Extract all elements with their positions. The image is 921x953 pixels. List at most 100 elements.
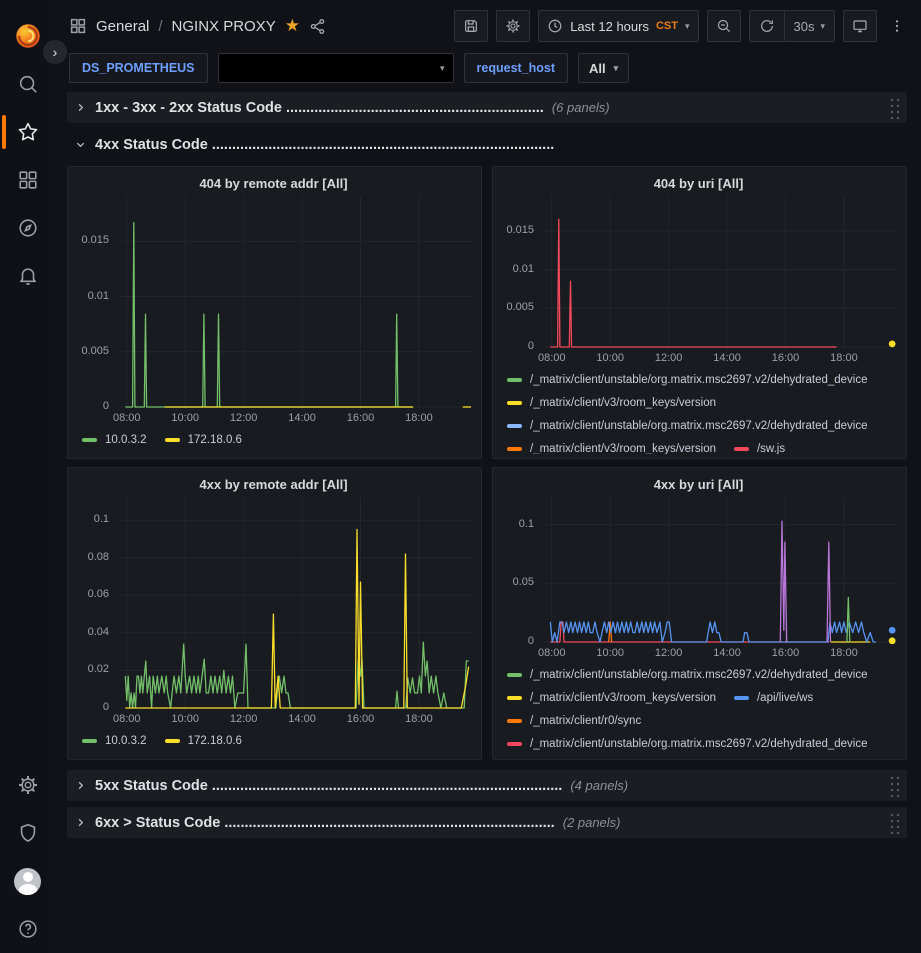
row-title: 6xx > Status Code ......................… (95, 814, 555, 831)
share-icon[interactable] (309, 18, 326, 35)
series-point (888, 626, 896, 634)
legend-item[interactable]: /_matrix/client/v3/room_keys/version (507, 437, 716, 454)
variable-ds-prometheus-select[interactable]: ▾ (217, 53, 454, 83)
row-1xx-3xx-2xx[interactable]: 1xx - 3xx - 2xx Status Code ............… (67, 92, 907, 123)
legend-item[interactable]: /_matrix/client/v3/room_keys/version (507, 391, 716, 414)
row-drag-handle[interactable] (889, 96, 901, 119)
sidebar-item-search[interactable] (0, 60, 55, 108)
dashboard-settings-button[interactable] (496, 10, 531, 42)
panel-4xx-by-remote-addr: 4xx by remote addr [All] 0 0.02 0.04 0.06 0.… (67, 467, 482, 760)
variable-request-host-label[interactable]: request_host (463, 53, 569, 83)
row-drag-handle[interactable] (889, 774, 901, 797)
row-4xx[interactable]: 4xx Status Code ........................… (67, 129, 907, 160)
x-tick-label: 12:00 (229, 713, 258, 725)
y-tick-label: 0.05 (512, 576, 534, 589)
legend-item[interactable]: /_matrix/client/v3/room_keys/version (507, 686, 716, 709)
series-line (826, 541, 832, 643)
main-area: General / NGINX PROXY ★ (55, 0, 921, 953)
legend-item[interactable]: 10.0.3.2 (82, 428, 147, 451)
sidebar-item-profile[interactable] (0, 857, 55, 905)
time-range-picker[interactable]: Last 12 hours CST ▾ (538, 10, 699, 42)
chart-area: 0 0.02 0.04 0.06 0.08 0.1 (74, 497, 473, 713)
row-6xx[interactable]: 6xx > Status Code ......................… (67, 807, 907, 838)
sidebar-item-help[interactable] (0, 905, 55, 953)
grafana-logo-icon (15, 24, 40, 48)
sidebar-item-dashboards[interactable] (0, 156, 55, 204)
legend-item[interactable]: /sw.js (733, 437, 785, 454)
panel-title[interactable]: 404 by uri [All] (653, 176, 744, 191)
legend-item[interactable]: /_matrix/client/unstable/org.matrix.msc2… (507, 732, 868, 755)
chart-area: 0 0.005 0.01 0.015 (499, 196, 898, 352)
legend-label: 10.0.3.2 (105, 433, 147, 446)
sidebar-expand-button[interactable]: › (43, 40, 67, 64)
series-line (124, 641, 469, 709)
x-tick-label: 08:00 (113, 412, 141, 424)
y-axis: 0 0.005 0.01 0.015 (74, 196, 118, 412)
panel-title[interactable]: 4xx by uri [All] (653, 477, 744, 492)
legend-item[interactable]: 172.18.0.6 (164, 729, 242, 752)
row-5xx[interactable]: 5xx Status Code ........................… (67, 770, 907, 801)
x-tick-label: 10:00 (171, 412, 199, 424)
x-tick-label: 12:00 (229, 412, 258, 424)
plot-area[interactable] (543, 196, 898, 349)
dashboards-grid-icon (18, 171, 37, 189)
legend-label: 172.18.0.6 (187, 433, 242, 446)
legend-item[interactable]: /_matrix/client/unstable/org.matrix.msc2… (507, 414, 868, 437)
monitor-icon (853, 20, 867, 33)
more-options-kebab[interactable] (885, 10, 909, 42)
y-tick-label: 0.02 (87, 663, 109, 676)
favorite-star-icon[interactable]: ★ (284, 16, 300, 35)
panel-title[interactable]: 4xx by remote addr [All] (199, 477, 348, 492)
legend-item[interactable]: 10.0.3.2 (82, 729, 147, 752)
legend-swatch (507, 446, 522, 451)
refresh-button[interactable] (750, 11, 784, 41)
panel-4xx-by-uri: 4xx by uri [All] 0 0.05 0.1 08:00 10:00 12:0… (492, 467, 907, 760)
panel-404-by-remote-addr: 404 by remote addr [All] 0 0.005 0.01 0.015… (67, 166, 482, 459)
x-tick-label: 16:00 (346, 412, 375, 424)
y-tick-label: 0 (102, 701, 109, 713)
sidebar-item-configuration[interactable] (0, 761, 55, 809)
y-tick-label: 0.1 (518, 517, 534, 530)
variable-request-host-select[interactable]: All ▾ (578, 53, 630, 83)
breadcrumb-page-title[interactable]: NGINX PROXY (171, 17, 276, 35)
chart-area: 0 0.005 0.01 0.015 (74, 196, 473, 412)
panel-title[interactable]: 404 by remote addr [All] (199, 176, 348, 191)
grafana-logo[interactable] (0, 12, 55, 60)
chart-area: 0 0.05 0.1 (499, 497, 898, 647)
legend-item[interactable]: /_matrix/client/unstable/org.matrix.msc2… (507, 368, 868, 391)
legend-item[interactable]: /api/live/ws (733, 686, 813, 709)
plot-area[interactable] (118, 497, 473, 710)
x-tick-label: 10:00 (596, 352, 624, 364)
dashboard-scroll-area: 1xx - 3xx - 2xx Status Code ............… (55, 90, 921, 953)
series-line (846, 596, 851, 643)
legend-label: 10.0.3.2 (105, 734, 147, 747)
zoom-out-time-button[interactable] (706, 10, 741, 42)
plot-area[interactable] (118, 196, 473, 409)
x-tick-label: 12:00 (654, 647, 683, 659)
x-tick-label: 18:00 (405, 713, 433, 725)
sidebar-item-server-admin[interactable] (0, 809, 55, 857)
panels-grid: 404 by remote addr [All] 0 0.005 0.01 0.015… (67, 166, 907, 760)
legend-item[interactable]: /_matrix/client/r0/sync (507, 709, 641, 732)
sidebar-item-starred[interactable] (0, 108, 55, 156)
sidebar-item-alerting[interactable] (0, 252, 55, 300)
legend-item[interactable]: /_matrix/client/unstable/org.matrix.msc2… (507, 663, 868, 686)
row-panel-count: (6 panels) (551, 100, 610, 115)
cycle-view-mode-button[interactable] (843, 10, 877, 42)
x-tick-label: 10:00 (596, 647, 624, 659)
row-panel-count: (4 panels) (570, 778, 629, 793)
sidebar-item-explore[interactable] (0, 204, 55, 252)
variable-ds-prometheus-label[interactable]: DS_PROMETHEUS (69, 53, 208, 83)
legend-item[interactable]: 172.18.0.6 (164, 428, 242, 451)
x-tick-label: 08:00 (538, 352, 566, 364)
row-drag-handle[interactable] (889, 811, 901, 834)
plot-area[interactable] (543, 497, 898, 644)
legend-label: /_matrix/client/r0/sync (530, 714, 642, 727)
refresh-interval-dropdown[interactable]: 30s ▾ (783, 11, 835, 41)
refresh-interval-label: 30s (793, 18, 815, 34)
save-dashboard-button[interactable] (454, 10, 489, 42)
chevron-down-icon: ▾ (820, 20, 825, 31)
breadcrumb-section[interactable]: General (96, 17, 150, 35)
x-axis: 08:00 10:00 12:00 14:00 16:00 18:00 (113, 409, 473, 428)
series-point (888, 637, 896, 644)
